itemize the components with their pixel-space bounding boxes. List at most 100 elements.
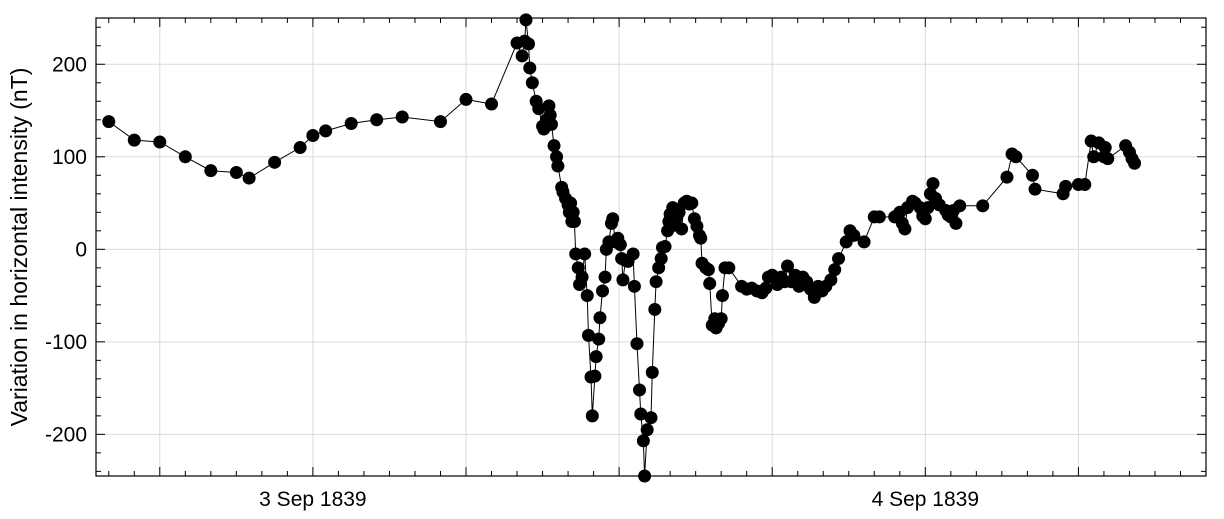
data-point xyxy=(569,247,583,261)
y-tick-label: -200 xyxy=(45,423,87,446)
data-point xyxy=(567,215,581,229)
data-point xyxy=(644,411,658,425)
data-point xyxy=(828,263,842,277)
data-point xyxy=(1128,156,1142,170)
data-point xyxy=(633,383,647,397)
data-point xyxy=(589,350,603,364)
data-point xyxy=(293,141,307,155)
data-point xyxy=(634,407,648,421)
data-point xyxy=(519,13,533,27)
data-point xyxy=(592,332,606,346)
data-point xyxy=(616,273,630,287)
data-point xyxy=(630,337,644,351)
data-point xyxy=(585,409,599,423)
data-point xyxy=(525,76,539,90)
data-point xyxy=(515,49,529,63)
data-point xyxy=(949,216,963,230)
y-tick-label: -100 xyxy=(45,331,87,354)
data-point xyxy=(547,139,561,153)
data-point xyxy=(306,129,320,143)
plot-frame xyxy=(95,17,1207,477)
data-point xyxy=(921,201,935,215)
data-point xyxy=(485,97,499,111)
data-point xyxy=(523,61,537,75)
data-point xyxy=(645,365,659,379)
data-point xyxy=(588,369,602,383)
data-point xyxy=(918,212,932,226)
grid-layer xyxy=(96,18,1206,476)
data-point xyxy=(847,228,861,242)
data-point xyxy=(701,263,715,277)
label-layer: -200 -100 0 100 200 3 Sep 1839 4 Sep 1839 xyxy=(45,53,979,511)
data-point xyxy=(522,37,536,51)
y-tick-label: 100 xyxy=(52,146,87,169)
data-point xyxy=(178,150,192,164)
data-point xyxy=(596,284,610,298)
data-point xyxy=(593,311,607,325)
data-point xyxy=(153,135,167,149)
x-tick-label: 3 Sep 1839 xyxy=(259,488,366,511)
data-point xyxy=(532,102,546,116)
x-tick-label: 4 Sep 1839 xyxy=(872,488,979,511)
data-point xyxy=(627,279,641,293)
data-point xyxy=(857,235,871,249)
data-point xyxy=(781,259,795,273)
data-point xyxy=(824,273,838,287)
data-point xyxy=(832,252,846,266)
data-point xyxy=(598,270,612,284)
data-point xyxy=(872,210,886,224)
data-point xyxy=(544,117,558,131)
data-point xyxy=(658,240,672,254)
data-point xyxy=(395,110,409,124)
data-point xyxy=(714,312,728,326)
data-point xyxy=(370,113,384,127)
data-point xyxy=(242,171,256,185)
data-point xyxy=(127,133,141,147)
data-point xyxy=(1000,170,1014,184)
data-point xyxy=(1078,178,1092,192)
tick-layer xyxy=(96,18,1207,476)
data-point xyxy=(613,238,627,252)
data-point xyxy=(433,115,447,129)
data-point xyxy=(703,277,717,291)
data-point xyxy=(578,247,592,261)
data-point xyxy=(1087,150,1101,164)
data-point xyxy=(1028,182,1042,196)
data-point xyxy=(694,231,708,245)
data-point xyxy=(344,116,358,130)
data-point xyxy=(268,155,282,169)
data-point xyxy=(654,252,668,266)
data-point xyxy=(581,328,595,342)
data-point xyxy=(685,196,699,210)
data-point xyxy=(640,423,654,437)
data-point xyxy=(636,434,650,448)
data-point xyxy=(606,212,620,226)
data-point xyxy=(715,289,729,303)
data-point xyxy=(675,222,689,236)
data-point xyxy=(649,275,663,289)
data-point xyxy=(1009,150,1023,164)
data-point xyxy=(759,281,773,295)
y-axis-label: Variation in horizontal intensity (nT) xyxy=(6,68,32,427)
data-point xyxy=(648,302,662,316)
data-point xyxy=(976,199,990,213)
data-point xyxy=(229,166,243,180)
data-point xyxy=(1059,179,1073,193)
data-point xyxy=(204,164,218,178)
data-point xyxy=(1098,141,1112,155)
data-point xyxy=(459,92,473,106)
data-point xyxy=(319,124,333,138)
data-point xyxy=(953,199,967,213)
data-point xyxy=(626,247,640,261)
data-point xyxy=(898,222,912,236)
data-point xyxy=(575,270,589,284)
data-point xyxy=(1101,152,1115,166)
data-point xyxy=(926,177,940,191)
y-tick-label: 0 xyxy=(75,238,87,261)
data-point xyxy=(1025,168,1039,182)
series-layer xyxy=(102,13,1142,483)
data-point xyxy=(722,261,736,275)
data-point xyxy=(551,159,565,173)
